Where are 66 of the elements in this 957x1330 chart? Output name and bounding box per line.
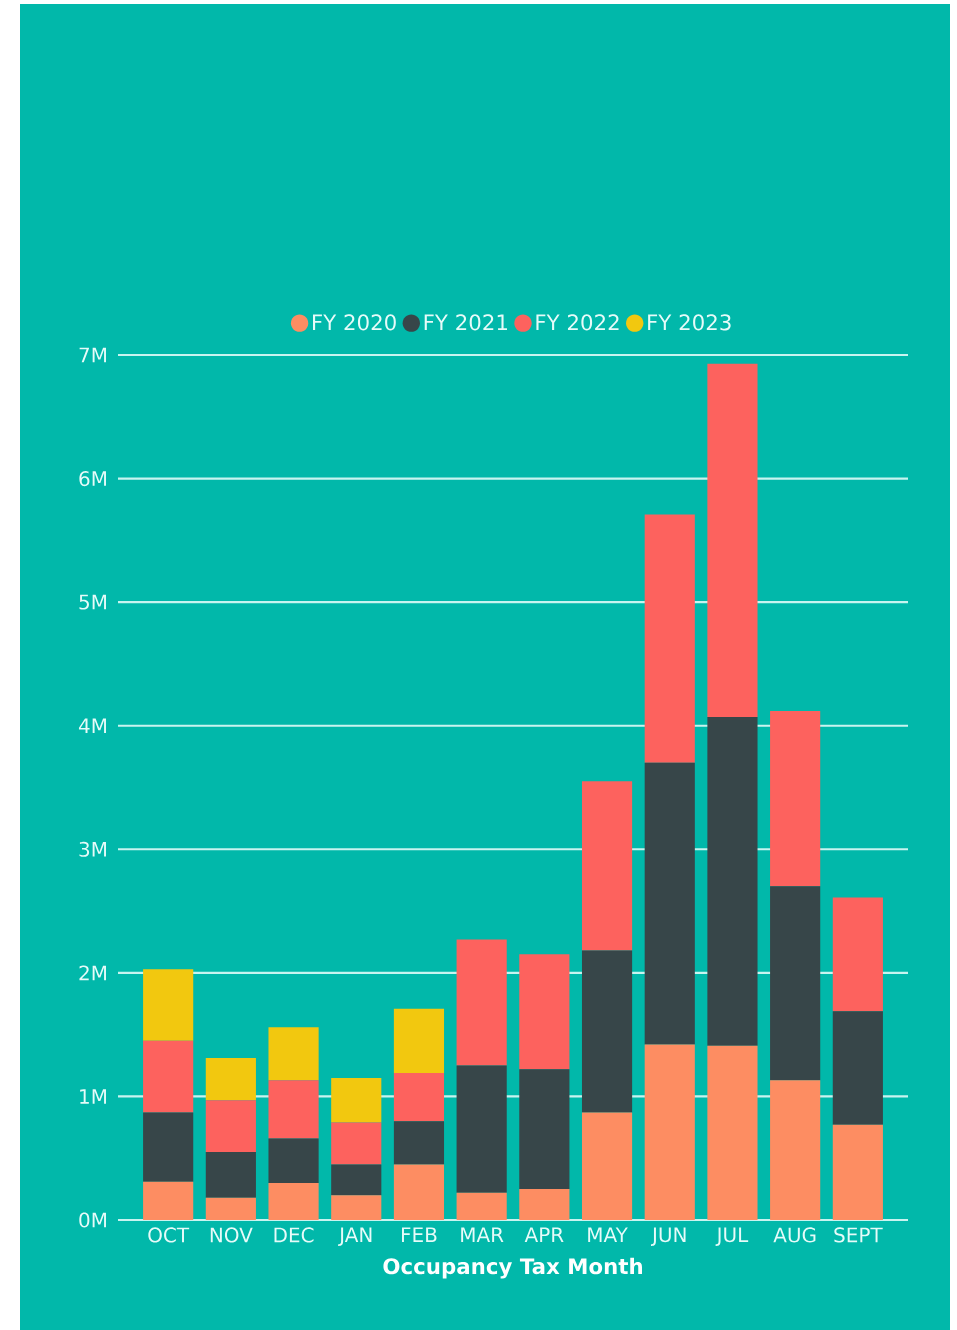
bar [205,1152,256,1198]
bar [644,514,695,763]
bar [393,1121,445,1165]
y-tick-label: 3M [79,841,106,857]
x-tick-label: MAY [588,1227,628,1242]
bar [644,762,695,1045]
bar [770,710,821,887]
x-tick-label: JUL [715,1227,749,1246]
bar [393,1164,445,1220]
bar [581,950,633,1113]
bar [519,1069,570,1190]
bar [268,1182,319,1220]
bar [519,1189,570,1220]
bar [143,1112,194,1182]
bar [205,1058,256,1101]
bar [644,1044,695,1220]
bar [268,1080,319,1139]
bar [331,1164,382,1196]
bar [832,1124,883,1220]
y-tick-label: 1M [80,1089,106,1104]
bar [770,886,821,1081]
x-tick-label: OCT [148,1227,190,1243]
bar [707,717,758,1046]
y-tick-label: 5M [79,594,106,610]
legend-label: FY 2023 [648,314,731,331]
bar [331,1077,382,1123]
x-tick-label: JUN [650,1227,686,1246]
y-tick-label: 6M [79,471,106,487]
legend-label: FY 2020 [313,314,396,331]
bar [268,1138,319,1183]
bar [456,1065,507,1193]
x-tick-label: MAR [461,1227,504,1242]
bar [143,1181,194,1220]
x-tick-label: SEPT [834,1227,883,1243]
bar [519,954,570,1070]
y-tick-label: 4M [78,718,106,733]
bar [456,939,507,1066]
bar [205,1197,256,1220]
bar [331,1195,382,1220]
y-tick-label: 0M [79,1212,106,1228]
bar [832,1011,883,1125]
bar [268,1027,319,1081]
x-tick-label: NOV [210,1227,253,1243]
bar [456,1192,507,1220]
x-tick-label: DEC [274,1227,314,1243]
x-axis-title: Occupancy Tax Month [383,1257,642,1279]
bar [393,1008,445,1073]
y-tick-label: 7M [79,347,106,363]
bar [707,1045,758,1220]
bar [770,1080,821,1220]
x-tick-label: AUG [773,1227,816,1243]
bar [143,969,194,1041]
bar [707,363,758,718]
bar [205,1100,256,1153]
legend-label: FY 2021 [424,314,507,331]
x-tick-label: FEB [401,1227,437,1242]
bar [143,1040,194,1113]
bar [581,781,633,951]
x-tick-label: JAN [338,1227,372,1246]
bar [393,1072,445,1122]
bar [331,1122,382,1165]
bar [832,897,883,1012]
y-tick-label: 2M [79,965,106,981]
x-tick-label: APR [524,1227,564,1242]
legend-label: FY 2022 [536,314,619,331]
bar [581,1112,633,1220]
